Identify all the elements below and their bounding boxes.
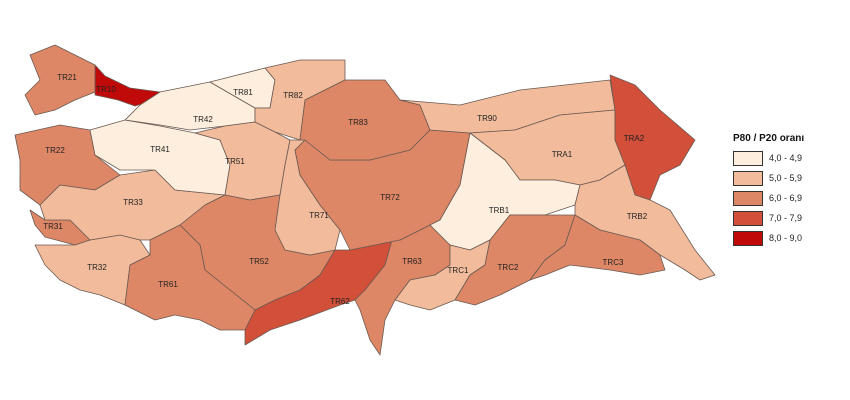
region-label: TRA2 — [624, 134, 645, 143]
legend-swatch — [733, 190, 763, 206]
region-label: TRC2 — [498, 263, 519, 272]
region-label: TR32 — [87, 263, 107, 272]
legend-swatch — [733, 230, 763, 246]
region-label: TRC3 — [603, 258, 624, 267]
region-label: TR62 — [330, 297, 350, 306]
region-tra2 — [609, 74, 696, 201]
region-label: TR33 — [123, 198, 143, 207]
region-label: TR51 — [225, 157, 245, 166]
region-label: TR71 — [309, 211, 329, 220]
region-tr82 — [254, 59, 346, 141]
region-label: TRC1 — [448, 266, 469, 275]
region-label: TR81 — [233, 88, 253, 97]
legend-item: 7,0 - 7,9 — [733, 208, 804, 228]
region-label: TR72 — [380, 193, 400, 202]
region-label: TRB2 — [627, 212, 648, 221]
region-label: TR63 — [402, 257, 422, 266]
region-label: TR82 — [283, 91, 303, 100]
legend-swatch — [733, 210, 763, 226]
legend-label: 6,0 - 6,9 — [769, 193, 803, 203]
legend-label: 4,0 - 4,9 — [769, 153, 803, 163]
region-label: TR31 — [43, 222, 63, 231]
legend-item: 8,0 - 9,0 — [733, 228, 804, 248]
legend-label: 8,0 - 9,0 — [769, 233, 803, 243]
legend-label: 5,0 - 5,9 — [769, 173, 803, 183]
region-trc3 — [529, 214, 666, 281]
region-tr83 — [299, 79, 431, 161]
legend-swatch — [733, 150, 763, 166]
legend-swatch — [733, 170, 763, 186]
legend-item: 6,0 - 6,9 — [733, 188, 804, 208]
legend-item: 5,0 - 5,9 — [733, 168, 804, 188]
region-label: TR90 — [477, 114, 497, 123]
legend: P80 / P20 oranı 4,0 - 4,9 5,0 - 5,9 6,0 - … — [733, 133, 804, 248]
legend-title: P80 / P20 oranı — [733, 133, 805, 144]
region-label: TR41 — [150, 145, 170, 154]
region-label: TR21 — [57, 73, 77, 82]
region-label: TR83 — [348, 118, 368, 127]
region-tr21 — [24, 44, 96, 116]
region-label: TR22 — [45, 146, 65, 155]
region-label: TR52 — [249, 257, 269, 266]
region-label: TR42 — [193, 115, 213, 124]
region-label: TR10 — [96, 85, 116, 94]
legend-label: 7,0 - 7,9 — [769, 213, 803, 223]
legend-item: 4,0 - 4,9 — [733, 148, 804, 168]
region-label: TR61 — [158, 280, 178, 289]
region-label: TRA1 — [552, 150, 573, 159]
region-label: TRB1 — [489, 206, 510, 215]
